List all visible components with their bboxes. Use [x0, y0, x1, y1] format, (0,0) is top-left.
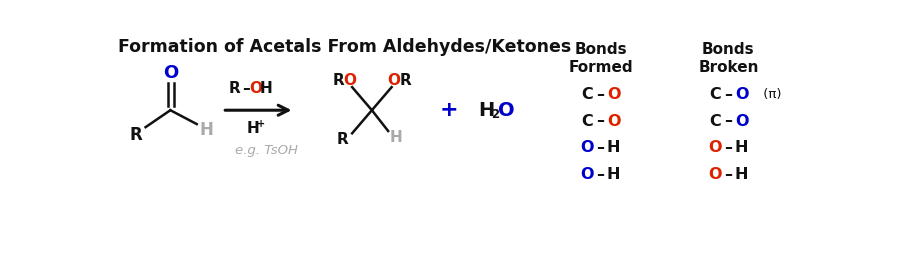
Text: –: –	[725, 167, 733, 182]
Text: –: –	[596, 167, 604, 182]
Text: –: –	[596, 140, 604, 155]
Text: O: O	[607, 87, 621, 102]
Text: R: R	[337, 132, 348, 147]
Text: 2: 2	[491, 108, 499, 121]
Text: +: +	[257, 119, 265, 129]
Text: Bonds
Broken: Bonds Broken	[698, 43, 759, 76]
Text: –: –	[725, 114, 733, 129]
Text: –: –	[596, 87, 604, 102]
Text: R: R	[130, 126, 143, 144]
Text: O: O	[497, 101, 515, 120]
Text: O: O	[735, 87, 748, 102]
Text: H: H	[607, 140, 621, 155]
Text: O: O	[581, 167, 594, 182]
Text: H: H	[735, 167, 748, 182]
Text: –: –	[725, 87, 733, 102]
Text: R: R	[400, 73, 411, 88]
Text: –: –	[596, 114, 604, 129]
Text: C: C	[709, 114, 721, 129]
Text: H: H	[478, 101, 494, 120]
Text: O: O	[387, 73, 401, 88]
Text: C: C	[709, 87, 721, 102]
Text: +: +	[440, 100, 459, 120]
Text: H: H	[390, 130, 402, 145]
Text: H: H	[199, 121, 213, 139]
Text: H: H	[735, 140, 748, 155]
Text: Bonds
Formed: Bonds Formed	[568, 43, 633, 76]
Text: H: H	[607, 167, 621, 182]
Text: H: H	[260, 81, 272, 96]
Text: –: –	[725, 140, 733, 155]
Text: O: O	[343, 73, 357, 88]
Text: O: O	[735, 114, 748, 129]
Text: O: O	[709, 140, 722, 155]
Text: (π): (π)	[759, 88, 781, 101]
Text: R: R	[332, 73, 344, 88]
Text: R: R	[229, 81, 241, 96]
Text: O: O	[163, 64, 178, 82]
Text: O: O	[709, 167, 722, 182]
Text: C: C	[581, 87, 594, 102]
Text: O: O	[607, 114, 621, 129]
Text: –: –	[242, 81, 250, 96]
Text: C: C	[581, 114, 594, 129]
Text: e.g. TsOH: e.g. TsOH	[234, 144, 298, 157]
Text: O: O	[249, 81, 262, 96]
Text: Formation of Acetals From Aldehydes/Ketones: Formation of Acetals From Aldehydes/Keto…	[119, 38, 572, 56]
Text: O: O	[581, 140, 594, 155]
Text: H: H	[247, 121, 260, 136]
